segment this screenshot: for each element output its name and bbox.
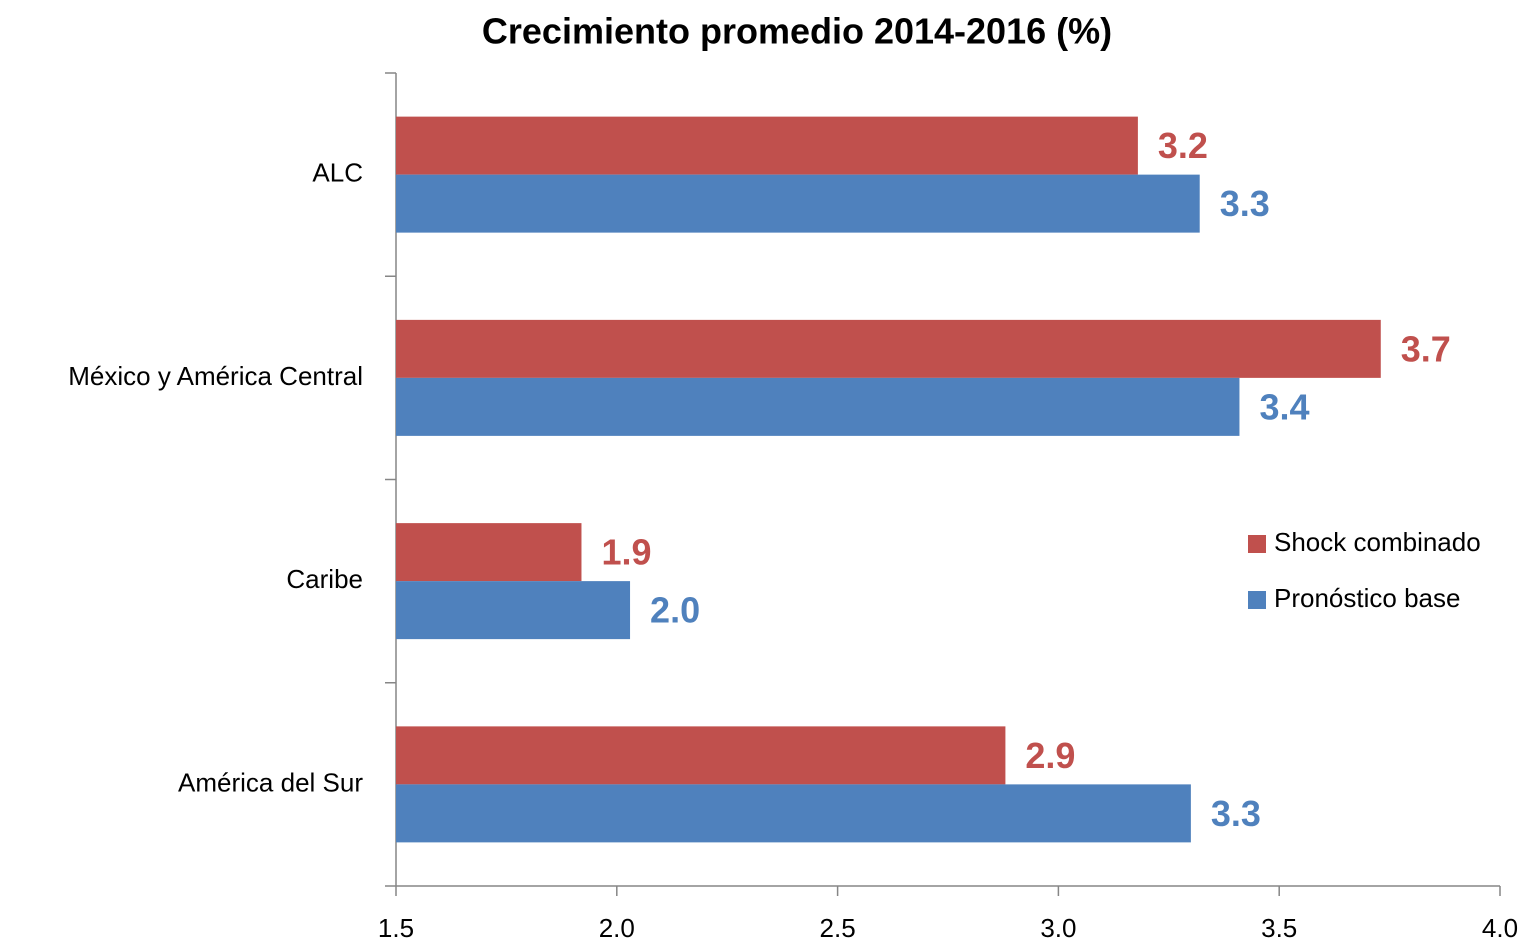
bar [396, 581, 631, 640]
data-label: 3.7 [1401, 328, 1451, 369]
y-tick-label: América del Sur [178, 767, 363, 797]
legend-swatch [1248, 535, 1266, 553]
x-tick-label: 3.0 [1040, 913, 1076, 942]
data-label: 2.9 [1025, 735, 1075, 776]
bar [396, 174, 1200, 233]
x-tick-label: 4.0 [1482, 913, 1518, 942]
bar [396, 116, 1138, 175]
bar [396, 377, 1240, 436]
x-tick-label: 2.5 [820, 913, 856, 942]
data-label: 1.9 [601, 532, 651, 573]
x-tick-label: 1.5 [378, 913, 414, 942]
legend-swatch [1248, 591, 1266, 609]
x-tick-label: 3.5 [1261, 913, 1297, 942]
data-label: 3.4 [1259, 386, 1309, 427]
data-label: 3.3 [1211, 793, 1261, 834]
bar [396, 319, 1381, 378]
legend-label: Shock combinado [1274, 527, 1481, 557]
x-tick-label: 2.0 [599, 913, 635, 942]
bar [396, 523, 582, 582]
chart-title: Crecimiento promedio 2014-2016 (%) [482, 11, 1112, 52]
y-tick-label: ALC [312, 158, 363, 188]
data-label: 3.2 [1158, 125, 1208, 166]
data-label: 3.3 [1220, 183, 1270, 224]
y-tick-label: México y América Central [68, 361, 363, 391]
data-label: 2.0 [650, 590, 700, 631]
legend-label: Pronóstico base [1274, 583, 1460, 613]
bar [396, 784, 1191, 843]
bar [396, 726, 1006, 785]
y-tick-label: Caribe [286, 564, 363, 594]
